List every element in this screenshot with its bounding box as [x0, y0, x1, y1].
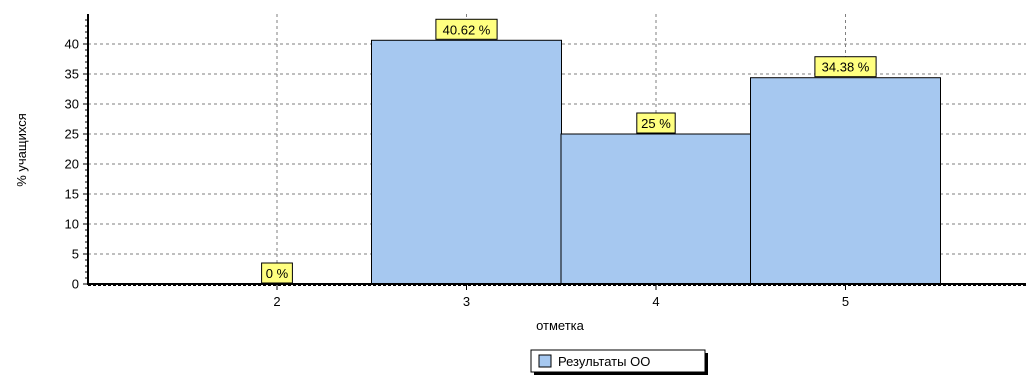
bar-4 — [560, 133, 752, 285]
y-tick-label-30: 30 — [65, 97, 79, 112]
data-labels: 0 % 40.62 % 25 % 34.38 % — [261, 18, 877, 284]
data-label-box — [814, 56, 877, 78]
y-tick-label-35: 35 — [65, 67, 79, 82]
x-tick-label-5: 5 — [842, 294, 849, 309]
y-tick-label-20: 20 — [65, 157, 79, 172]
data-label-text: 34.38 % — [822, 60, 870, 75]
x-tick-label-3: 3 — [463, 294, 470, 309]
data-label-box — [435, 18, 498, 40]
y-tick-label-0: 0 — [72, 277, 79, 292]
data-label-4: 25 % — [636, 112, 676, 134]
legend: Результаты ОО — [530, 349, 708, 375]
x-axis-title: отметка — [536, 318, 585, 333]
y-tick-labels: 0 5 10 15 20 25 30 35 40 — [65, 37, 79, 292]
bars — [371, 39, 941, 285]
x-tick-labels: 2 3 4 5 — [273, 294, 849, 309]
y-tick-label-25: 25 — [65, 127, 79, 142]
legend-box — [530, 349, 706, 373]
y-tick-label-40: 40 — [65, 37, 79, 52]
data-label-5: 34.38 % — [814, 56, 877, 78]
data-label-text: 25 % — [641, 116, 671, 131]
axes — [83, 14, 1026, 290]
data-label-text: 40.62 % — [443, 22, 491, 37]
data-label-text: 0 % — [266, 266, 289, 281]
y-tick-label-15: 15 — [65, 187, 79, 202]
bar-5 — [750, 77, 941, 285]
data-label-3: 40.62 % — [435, 18, 498, 40]
y-tick-label-10: 10 — [65, 217, 79, 232]
legend-swatch — [538, 354, 552, 368]
data-label-box — [261, 262, 293, 284]
legend-label: Результаты ОО — [558, 354, 650, 369]
data-label-2: 0 % — [261, 262, 293, 284]
bar-3 — [371, 39, 562, 285]
x-tick-label-2: 2 — [273, 294, 280, 309]
y-tick-label-5: 5 — [72, 247, 79, 262]
y-axis-title: % учащихся — [14, 113, 29, 187]
data-label-box — [636, 112, 676, 134]
x-tick-label-4: 4 — [652, 294, 659, 309]
